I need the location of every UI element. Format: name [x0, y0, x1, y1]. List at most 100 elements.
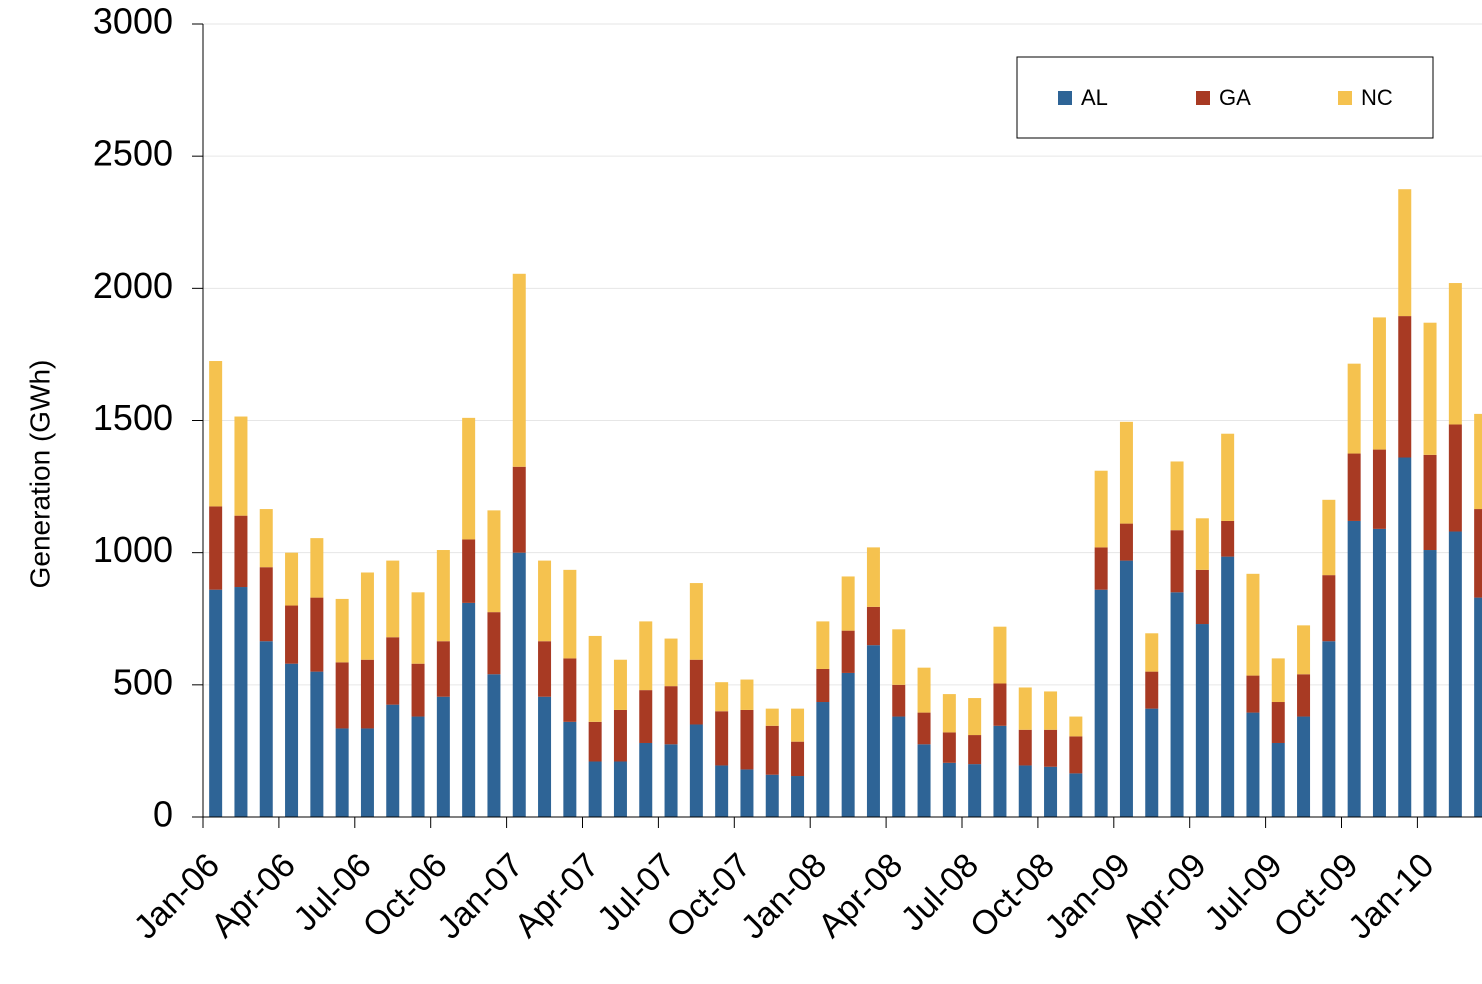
legend-swatch [1058, 91, 1072, 105]
bar-segment [664, 686, 678, 745]
bar-segment [1221, 520, 1235, 557]
bar-segment [462, 539, 476, 603]
bar-segment [360, 659, 374, 729]
y-tick-label: 1500 [93, 397, 173, 438]
x-tick-label: Apr-07 [507, 846, 606, 945]
bar-segment [1221, 556, 1235, 817]
bar-segment [1145, 633, 1159, 672]
bar-segment [487, 510, 501, 613]
bar-segment [1322, 499, 1336, 576]
bar-segment [1322, 575, 1336, 642]
x-tick-label: Apr-08 [811, 846, 910, 945]
bar-segment [436, 641, 450, 697]
bar-segment [335, 662, 349, 729]
bar-segment [1119, 421, 1133, 524]
bar-segment [1119, 523, 1133, 561]
bar-segment [1044, 729, 1058, 767]
bar-segment [1322, 641, 1336, 817]
bar-segment [1044, 691, 1058, 730]
bar-segment [310, 538, 324, 598]
bar-segment [715, 765, 729, 817]
bar-segment [335, 598, 349, 663]
bar-segment [892, 716, 906, 817]
bar-segment [1094, 470, 1108, 548]
bar-segment [1069, 736, 1083, 774]
bar-segment [1347, 363, 1361, 454]
bar-segment [1145, 708, 1159, 817]
bar-segment [1044, 766, 1058, 817]
bar-segment [1423, 322, 1437, 455]
bar-segment [689, 583, 703, 660]
bar-segment [740, 679, 754, 710]
bar-segment [613, 709, 627, 762]
bar-segment [285, 552, 299, 606]
bar-segment [816, 621, 830, 669]
bar-segment [512, 466, 526, 553]
x-tick-label: Jan-09 [1037, 846, 1137, 946]
bar-segment [1423, 550, 1437, 817]
bar-segment [1347, 520, 1361, 817]
x-tick-label: Apr-09 [1115, 846, 1214, 945]
bar-segment [993, 683, 1007, 726]
bar-segment [613, 659, 627, 710]
bar-segment [563, 721, 577, 817]
bar-segment [1094, 547, 1108, 590]
bar-segment [588, 721, 602, 762]
bar-segment [993, 626, 1007, 684]
bar-segment [209, 506, 223, 590]
bar-segment [1372, 449, 1386, 529]
bar-segment [841, 630, 855, 673]
bar-segment [765, 725, 779, 775]
bar-segment [791, 708, 805, 742]
y-tick-label: 3000 [93, 1, 173, 42]
bar-segment [386, 560, 400, 638]
bar-segment [892, 684, 906, 717]
bar-segment [259, 567, 273, 642]
bar-segment [866, 606, 880, 646]
bar-segment [1398, 189, 1412, 317]
bar-segment [1195, 518, 1209, 570]
x-tick-label: Jan-08 [734, 846, 834, 946]
bar-segment [968, 698, 982, 736]
y-tick-label: 2500 [93, 133, 173, 174]
bar-segment [563, 658, 577, 722]
bar-segment [1474, 413, 1482, 510]
legend-swatch [1338, 91, 1352, 105]
bar-segment [968, 735, 982, 765]
bar-segment [1448, 424, 1462, 532]
bar-segment [588, 635, 602, 722]
x-tick-label: Jan-10 [1341, 846, 1441, 946]
bar-segment [1297, 716, 1311, 817]
bar-segment [1018, 765, 1032, 817]
bar-segment [1246, 675, 1260, 713]
bar-segment [816, 702, 830, 817]
bar-segment [1170, 592, 1184, 817]
bar-segment [563, 569, 577, 659]
bar-segment [715, 711, 729, 766]
y-tick-label: 2000 [93, 265, 173, 306]
bar-segment [841, 576, 855, 631]
legend-label: GA [1219, 85, 1251, 110]
x-tick-label: Jan-07 [430, 846, 530, 946]
bar-segment [411, 663, 425, 717]
bar-segment [689, 724, 703, 817]
bar-segment [1119, 560, 1133, 817]
bar-segment [209, 589, 223, 817]
bar-segment [209, 361, 223, 507]
bar-segment [1170, 461, 1184, 531]
bar-segment [1246, 712, 1260, 817]
bar-segment [1145, 671, 1159, 709]
bar-segment [462, 417, 476, 540]
bar-segment [1474, 597, 1482, 817]
bar-segment [917, 744, 931, 817]
x-tick-label: Apr-06 [204, 846, 303, 945]
bar-segment [360, 728, 374, 817]
bar-segment [310, 671, 324, 817]
bar-segment [1195, 624, 1209, 817]
bar-segment [866, 645, 880, 817]
y-axis-title: Generation (GWh) [24, 360, 55, 589]
bar-segment [1423, 454, 1437, 551]
bar-segment [259, 509, 273, 568]
bar-segment [411, 716, 425, 817]
